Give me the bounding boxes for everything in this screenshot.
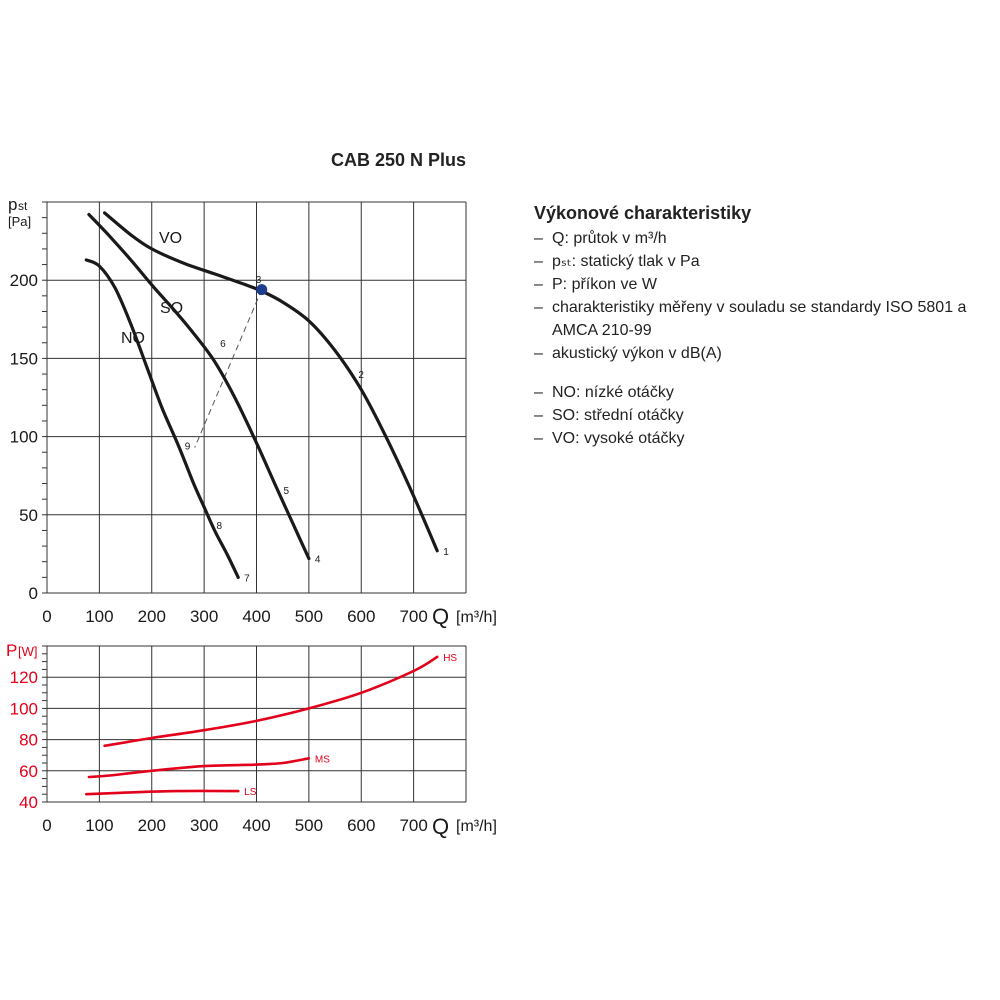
x-tick-label: 200 [138,607,166,626]
operating-point-label: 3 [256,275,262,286]
x-tick-label: 400 [242,607,270,626]
legend-item-text: pₛₜ: statický tlak v Pa [552,253,700,270]
y-tick-label: 0 [29,584,38,603]
legend-item-text: SO: střední otáčky [552,407,684,424]
legend-speed-item-1: – SO: střední otáčky [534,404,994,427]
curve-ms [87,757,311,779]
x-tick-label: 600 [347,816,375,835]
legend-item-text: Q: průtok v m³/h [552,230,667,247]
series-label-no: NO [121,330,145,347]
y-axis-label: p [8,195,17,214]
legend-item-0: – Q: průtok v m³/h [534,227,994,250]
x-tick-label: 100 [85,816,113,835]
x-tick-label: 600 [347,607,375,626]
y-tick-label: 40 [19,793,38,812]
legend-dash: – [534,299,543,316]
x-tick-label: 300 [190,816,218,835]
legend-dash: – [534,276,543,293]
legend-dash: – [534,430,543,447]
x-tick-label: 0 [42,607,51,626]
operating-point-label: 8 [217,521,223,532]
operating-point-label: 6 [220,339,226,350]
y-tick-label: 150 [10,349,38,368]
operating-point-label: 4 [315,555,321,566]
y-tick-label: 100 [10,699,38,718]
y-tick-label: 80 [19,731,38,750]
x-tick-label: 100 [85,607,113,626]
y-tick-label: 200 [10,271,38,290]
operating-point-label: 5 [283,486,289,497]
x-axis-label: Q [432,604,449,629]
series-label-ls: LS [244,787,257,798]
system-curve-dashed-line [194,289,263,448]
operating-point-label: 7 [244,573,250,584]
legend-dash: – [534,384,543,401]
operating-point-label: 9 [185,442,191,453]
y-tick-label: 60 [19,762,38,781]
legend-item-1: – pₛₜ: statický tlak v Pa [534,250,994,273]
curve-no [84,258,240,579]
operating-point-label: 1 [443,547,449,558]
series-label-hs: HS [443,653,457,664]
x-tick-label: 400 [242,816,270,835]
legend-speed-items: – NO: nízké otáčky – SO: střední otáčky – VO:… [534,381,994,450]
chart-title: CAB 250 N Plus [331,150,467,170]
legend-dash: – [534,253,543,270]
performance-legend: Výkonové charakteristiky – Q: průtok v m³… [534,203,994,450]
legend-dash: – [534,230,543,247]
power-chart: 0 100 200 300 400 500 600 700 40 60 80 100 120 P [W] Q [… [6,641,497,839]
x-tick-label: 500 [295,816,323,835]
y-axis-label-sub: st [18,199,28,213]
y-axis-unit: [W] [18,644,38,659]
x-tick-label: 300 [190,607,218,626]
curve-so [87,212,311,561]
legend-speed-item-0: – NO: nízké otáčky [534,381,994,404]
legend-item-3: – charakteristiky měřeny v souladu se sta… [534,296,994,342]
y-tick-label: 50 [19,506,38,525]
curve-hs [103,655,439,748]
x-axis-unit: [m³/h] [456,818,497,835]
x-axis-unit: [m³/h] [456,609,497,626]
x-axis-label: Q [432,814,449,839]
curve-ls [85,789,240,796]
series-label-ms: MS [315,754,330,765]
legend-dash: – [534,407,543,424]
series-label-vo: VO [159,230,182,247]
legend-items: – Q: průtok v m³/h – pₛₜ: statický tlak v P… [534,227,994,365]
legend-speed-item-2: – VO: vysoké otáčky [534,427,994,450]
legend-item-2: – P: příkon ve W [534,273,994,296]
y-axis-unit: [Pa] [8,214,31,229]
series-label-so: SO [160,300,183,317]
legend-item-text: P: příkon ve W [552,276,657,293]
operating-point-label: 2 [358,370,364,381]
legend-item-text: akustický výkon v dB(A) [552,345,722,362]
legend-item-4: – akustický výkon v dB(A) [534,342,994,365]
x-tick-label: 500 [295,607,323,626]
x-tick-label: 700 [399,816,427,835]
x-tick-label: 0 [42,816,51,835]
legend-heading: Výkonové charakteristiky [534,203,752,223]
legend-item-text: NO: nízké otáčky [552,384,674,401]
pressure-chart: 0 100 200 300 400 500 600 700 0 50 100 150 200 p st[Pa… [8,195,497,629]
operating-point-marker [256,284,268,296]
legend-dash: – [534,345,543,362]
y-axis-label: P [6,641,17,660]
y-tick-label: 120 [10,668,38,687]
x-tick-label: 700 [399,607,427,626]
y-tick-label: 100 [10,428,38,447]
curve-vo [103,211,439,553]
x-tick-label: 200 [138,816,166,835]
legend-item-text: charakteristiky měřeny v souladu se stan… [552,299,967,339]
legend-item-text: VO: vysoké otáčky [552,430,685,447]
